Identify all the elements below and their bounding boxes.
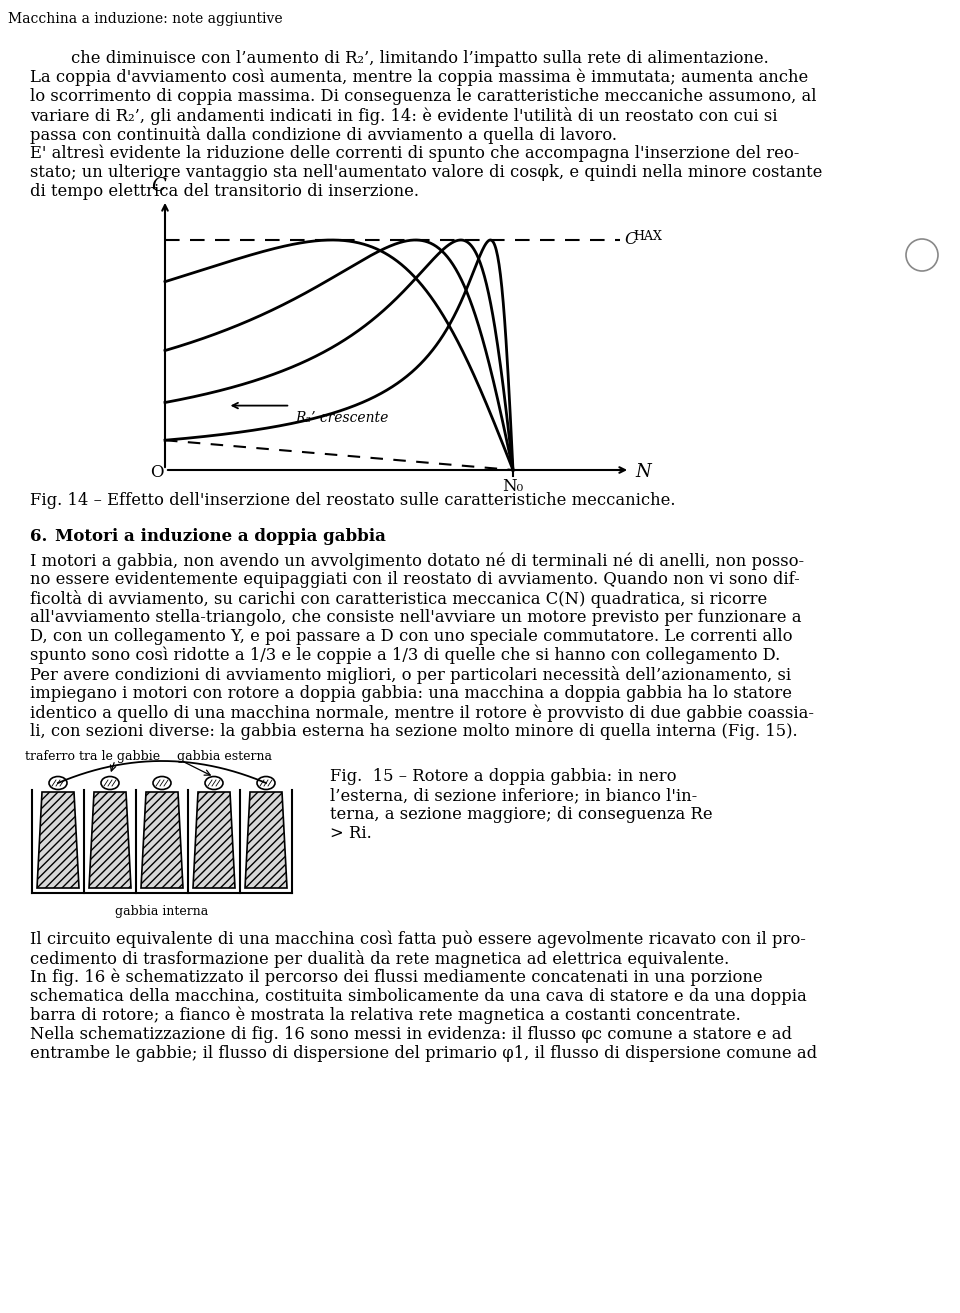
Text: N: N bbox=[635, 463, 651, 481]
Text: barra di rotore; a fianco è mostrata la relativa rete magnetica a costanti conce: barra di rotore; a fianco è mostrata la … bbox=[30, 1007, 741, 1024]
Text: ficoltà di avviamento, su carichi con caratteristica meccanica C(N) quadratica, : ficoltà di avviamento, su carichi con ca… bbox=[30, 590, 767, 608]
Text: N₀: N₀ bbox=[502, 478, 523, 495]
Text: lo scorrimento di coppia massima. Di conseguenza le caratteristiche meccaniche a: lo scorrimento di coppia massima. Di con… bbox=[30, 88, 817, 105]
Text: C: C bbox=[152, 177, 166, 196]
Text: I motori a gabbia, non avendo un avvolgimento dotato né di terminali né di anell: I motori a gabbia, non avendo un avvolgi… bbox=[30, 551, 804, 570]
Text: Motori a induzione a doppia gabbia: Motori a induzione a doppia gabbia bbox=[55, 528, 386, 545]
Polygon shape bbox=[37, 792, 79, 888]
Text: gabbia esterna: gabbia esterna bbox=[177, 750, 272, 763]
Text: variare di R₂’, gli andamenti indicati in fig. 14: è evidente l'utilità di un re: variare di R₂’, gli andamenti indicati i… bbox=[30, 106, 778, 125]
Polygon shape bbox=[193, 792, 235, 888]
Text: traferro tra le gabbie: traferro tra le gabbie bbox=[25, 750, 160, 763]
Text: no essere evidentemente equipaggiati con il reostato di avviamento. Quando non v: no essere evidentemente equipaggiati con… bbox=[30, 571, 800, 588]
Text: impiegano i motori con rotore a doppia gabbia: una macchina a doppia gabbia ha l: impiegano i motori con rotore a doppia g… bbox=[30, 685, 792, 702]
Ellipse shape bbox=[153, 776, 171, 789]
Text: cedimento di trasformazione per dualità da rete magnetica ad elettrica equivalen: cedimento di trasformazione per dualità … bbox=[30, 951, 730, 968]
Text: E' altresì evidente la riduzione delle correnti di spunto che accompagna l'inser: E' altresì evidente la riduzione delle c… bbox=[30, 144, 800, 163]
Text: entrambe le gabbie; il flusso di dispersione del primario φ1, il flusso di dispe: entrambe le gabbie; il flusso di dispers… bbox=[30, 1045, 817, 1062]
Text: passa con continuità dalla condizione di avviamento a quella di lavoro.: passa con continuità dalla condizione di… bbox=[30, 126, 617, 144]
Polygon shape bbox=[141, 792, 183, 888]
Ellipse shape bbox=[257, 776, 275, 789]
Text: all'avviamento stella-triangolo, che consiste nell'avviare un motore previsto pe: all'avviamento stella-triangolo, che con… bbox=[30, 609, 802, 626]
Text: O: O bbox=[151, 463, 164, 481]
Text: In fig. 16 è schematizzato il percorso dei flussi mediamente concatenati in una : In fig. 16 è schematizzato il percorso d… bbox=[30, 969, 762, 986]
Text: che diminuisce con l’aumento di R₂’, limitando l’impatto sulla rete di alimentaz: che diminuisce con l’aumento di R₂’, lim… bbox=[50, 50, 769, 67]
Text: identico a quello di una macchina normale, mentre il rotore è provvisto di due g: identico a quello di una macchina normal… bbox=[30, 704, 814, 722]
Text: li, con sezioni diverse: la gabbia esterna ha sezione molto minore di quella int: li, con sezioni diverse: la gabbia ester… bbox=[30, 723, 798, 741]
Ellipse shape bbox=[49, 776, 67, 789]
Text: 13: 13 bbox=[913, 248, 931, 263]
Text: Fig. 14 – Effetto dell'inserzione del reostato sulle caratteristiche meccaniche.: Fig. 14 – Effetto dell'inserzione del re… bbox=[30, 492, 676, 509]
Polygon shape bbox=[89, 792, 131, 888]
Text: stato; un ulteriore vantaggio sta nell'aumentato valore di cosφk, e quindi nella: stato; un ulteriore vantaggio sta nell'a… bbox=[30, 164, 823, 181]
Circle shape bbox=[906, 239, 938, 270]
Text: La coppia d'avviamento così aumenta, mentre la coppia massima è immutata; aument: La coppia d'avviamento così aumenta, men… bbox=[30, 70, 808, 87]
Text: schematica della macchina, costituita simbolicamente da una cava di statore e da: schematica della macchina, costituita si… bbox=[30, 987, 806, 1004]
Text: l’esterna, di sezione inferiore; in bianco l'in-: l’esterna, di sezione inferiore; in bian… bbox=[330, 786, 697, 804]
Text: R₂’ crescente: R₂’ crescente bbox=[296, 411, 389, 424]
Text: di tempo elettrica del transitorio di inserzione.: di tempo elettrica del transitorio di in… bbox=[30, 183, 419, 200]
Text: Nella schematizzazione di fig. 16 sono messi in evidenza: il flusso φc comune a : Nella schematizzazione di fig. 16 sono m… bbox=[30, 1025, 792, 1043]
Text: Per avere condizioni di avviamento migliori, o per particolari necessità dell’az: Per avere condizioni di avviamento migli… bbox=[30, 666, 791, 684]
Text: D, con un collegamento Y, e poi passare a D con uno speciale commutatore. Le cor: D, con un collegamento Y, e poi passare … bbox=[30, 628, 793, 645]
Text: gabbia interna: gabbia interna bbox=[115, 905, 208, 918]
Ellipse shape bbox=[205, 776, 223, 789]
Text: C: C bbox=[624, 231, 636, 248]
Text: > Ri.: > Ri. bbox=[330, 825, 372, 842]
Text: Fig.  15 – Rotore a doppia gabbia: in nero: Fig. 15 – Rotore a doppia gabbia: in ner… bbox=[330, 768, 677, 785]
Text: HAX: HAX bbox=[633, 231, 661, 243]
Text: Macchina a induzione: note aggiuntive: Macchina a induzione: note aggiuntive bbox=[8, 12, 282, 26]
Text: terna, a sezione maggiore; di conseguenza Re: terna, a sezione maggiore; di conseguenz… bbox=[330, 806, 712, 823]
Polygon shape bbox=[245, 792, 287, 888]
Ellipse shape bbox=[101, 776, 119, 789]
Text: 6.: 6. bbox=[30, 528, 47, 545]
Text: spunto sono così ridotte a 1/3 e le coppie a 1/3 di quelle che si hanno con coll: spunto sono così ridotte a 1/3 e le copp… bbox=[30, 647, 780, 664]
Text: Il circuito equivalente di una macchina così fatta può essere agevolmente ricava: Il circuito equivalente di una macchina … bbox=[30, 931, 805, 948]
